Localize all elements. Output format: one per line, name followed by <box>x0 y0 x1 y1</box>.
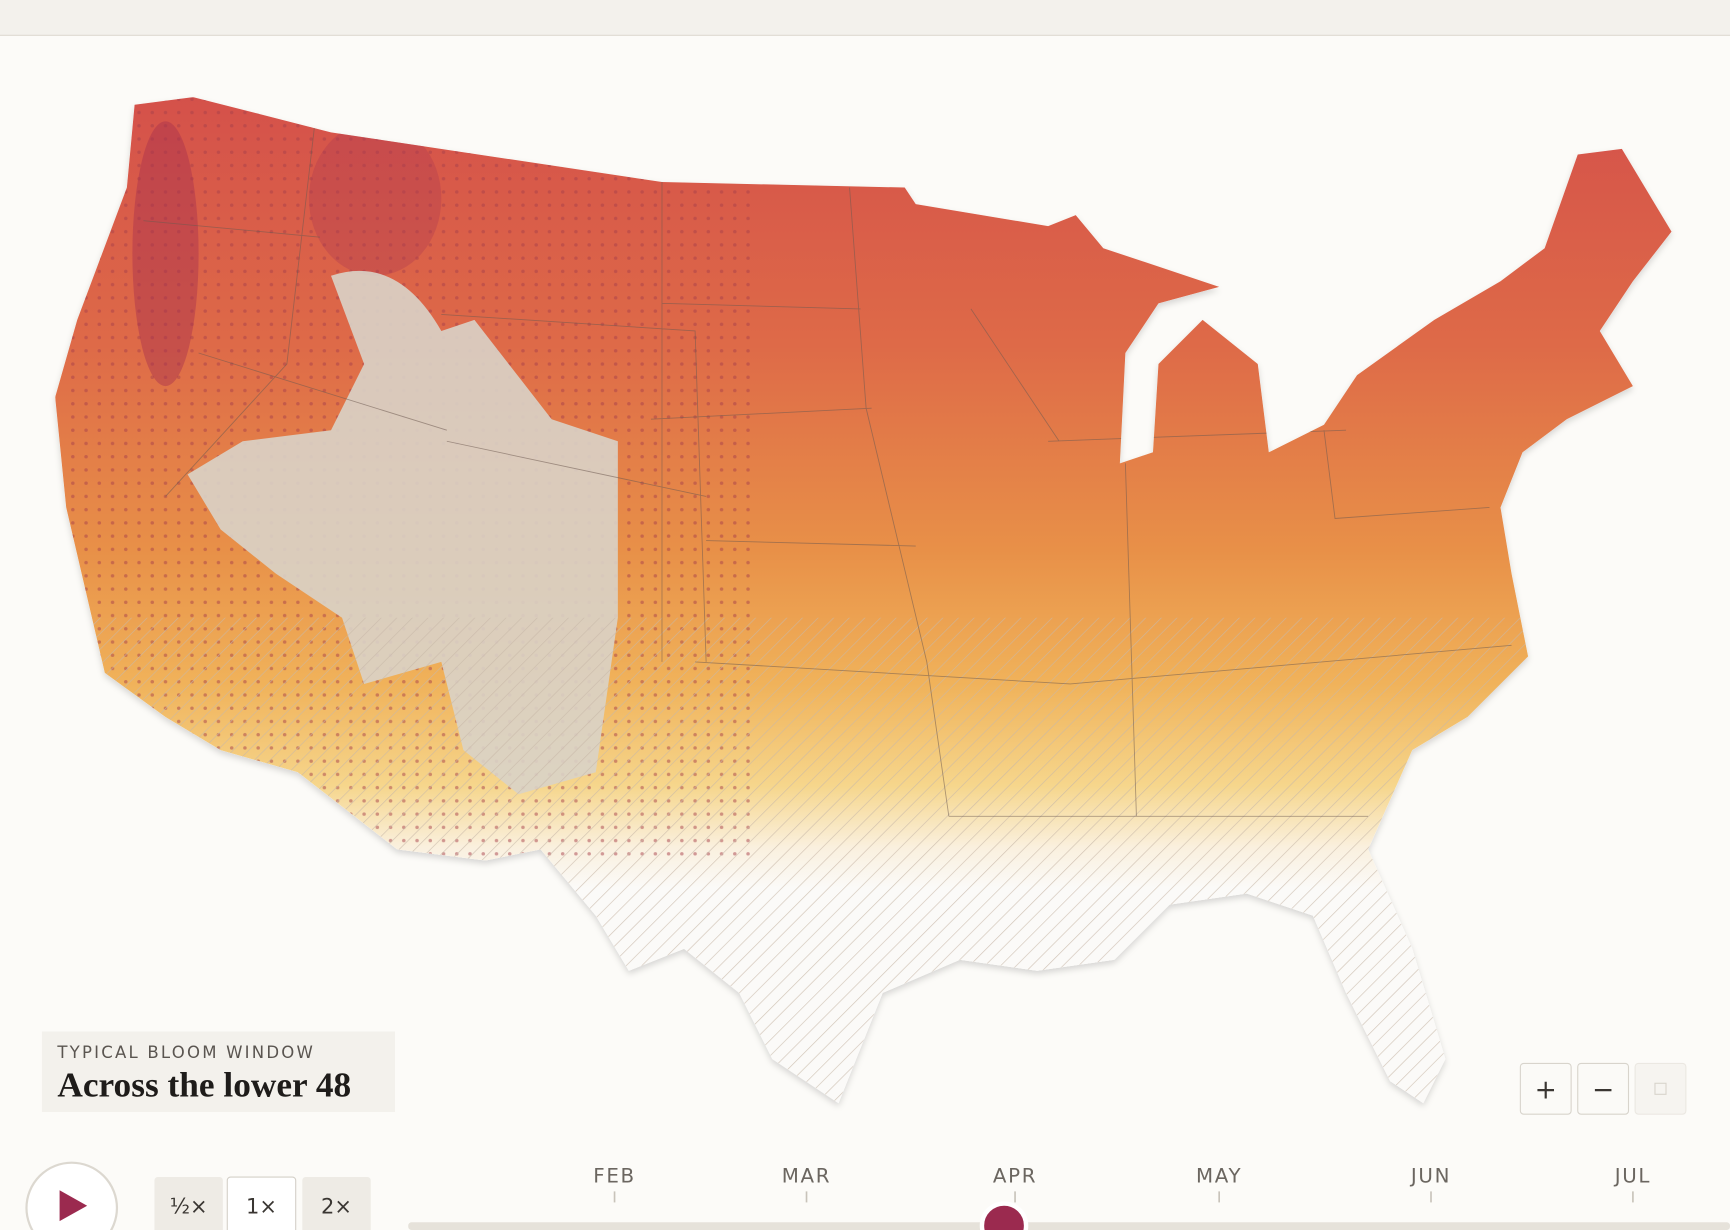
month-label: MAR <box>782 1165 831 1188</box>
zoom-label: − <box>1592 1075 1614 1106</box>
zoom-reset-button[interactable] <box>1634 1062 1687 1115</box>
zoom-controls: + − <box>1519 1062 1630 1115</box>
legend-title: Across the lower 48 <box>57 1066 351 1105</box>
play[interactable] <box>25 1161 119 1230</box>
zoom-reset[interactable] <box>1634 1062 1687 1115</box>
legend-eyebrow: TYPICAL BLOOM WINDOW <box>56 1043 315 1062</box>
month-label: JUL <box>1613 1165 1651 1188</box>
timeline-thumb[interactable] <box>979 1201 1029 1230</box>
state-borders <box>143 126 1512 817</box>
zoom-label: + <box>1535 1075 1557 1106</box>
month-label: FEB <box>593 1165 636 1188</box>
month-label: APR <box>993 1165 1037 1188</box>
zoom-button[interactable] <box>1577 1062 1630 1115</box>
cascades <box>132 121 199 387</box>
speed-button[interactable] <box>302 1177 371 1230</box>
month-label: MAY <box>1196 1165 1242 1188</box>
speed-button[interactable] <box>226 1176 297 1230</box>
play-button[interactable] <box>25 1161 119 1230</box>
timeline: FEB MAR APR MAY JUN JUL <box>408 1165 1730 1230</box>
speed-label: 1× <box>246 1194 277 1218</box>
speed-button[interactable] <box>154 1177 223 1230</box>
timeline-track <box>408 1222 1730 1230</box>
speed-controls: ½× 1× 2× <box>154 1176 371 1230</box>
month-label: JUN <box>1409 1165 1451 1188</box>
speed-label: 2× <box>321 1194 352 1218</box>
rockies-north <box>308 121 442 276</box>
legend: TYPICAL BLOOM WINDOW Across the lower 48 <box>41 1031 395 1112</box>
top-bar <box>0 0 1730 36</box>
play-icon <box>59 1190 88 1222</box>
speed-label: ½× <box>170 1194 208 1218</box>
legend-box <box>41 1031 395 1112</box>
zoom-button[interactable] <box>1519 1062 1572 1115</box>
zoom-reset-icon <box>1654 1082 1667 1095</box>
